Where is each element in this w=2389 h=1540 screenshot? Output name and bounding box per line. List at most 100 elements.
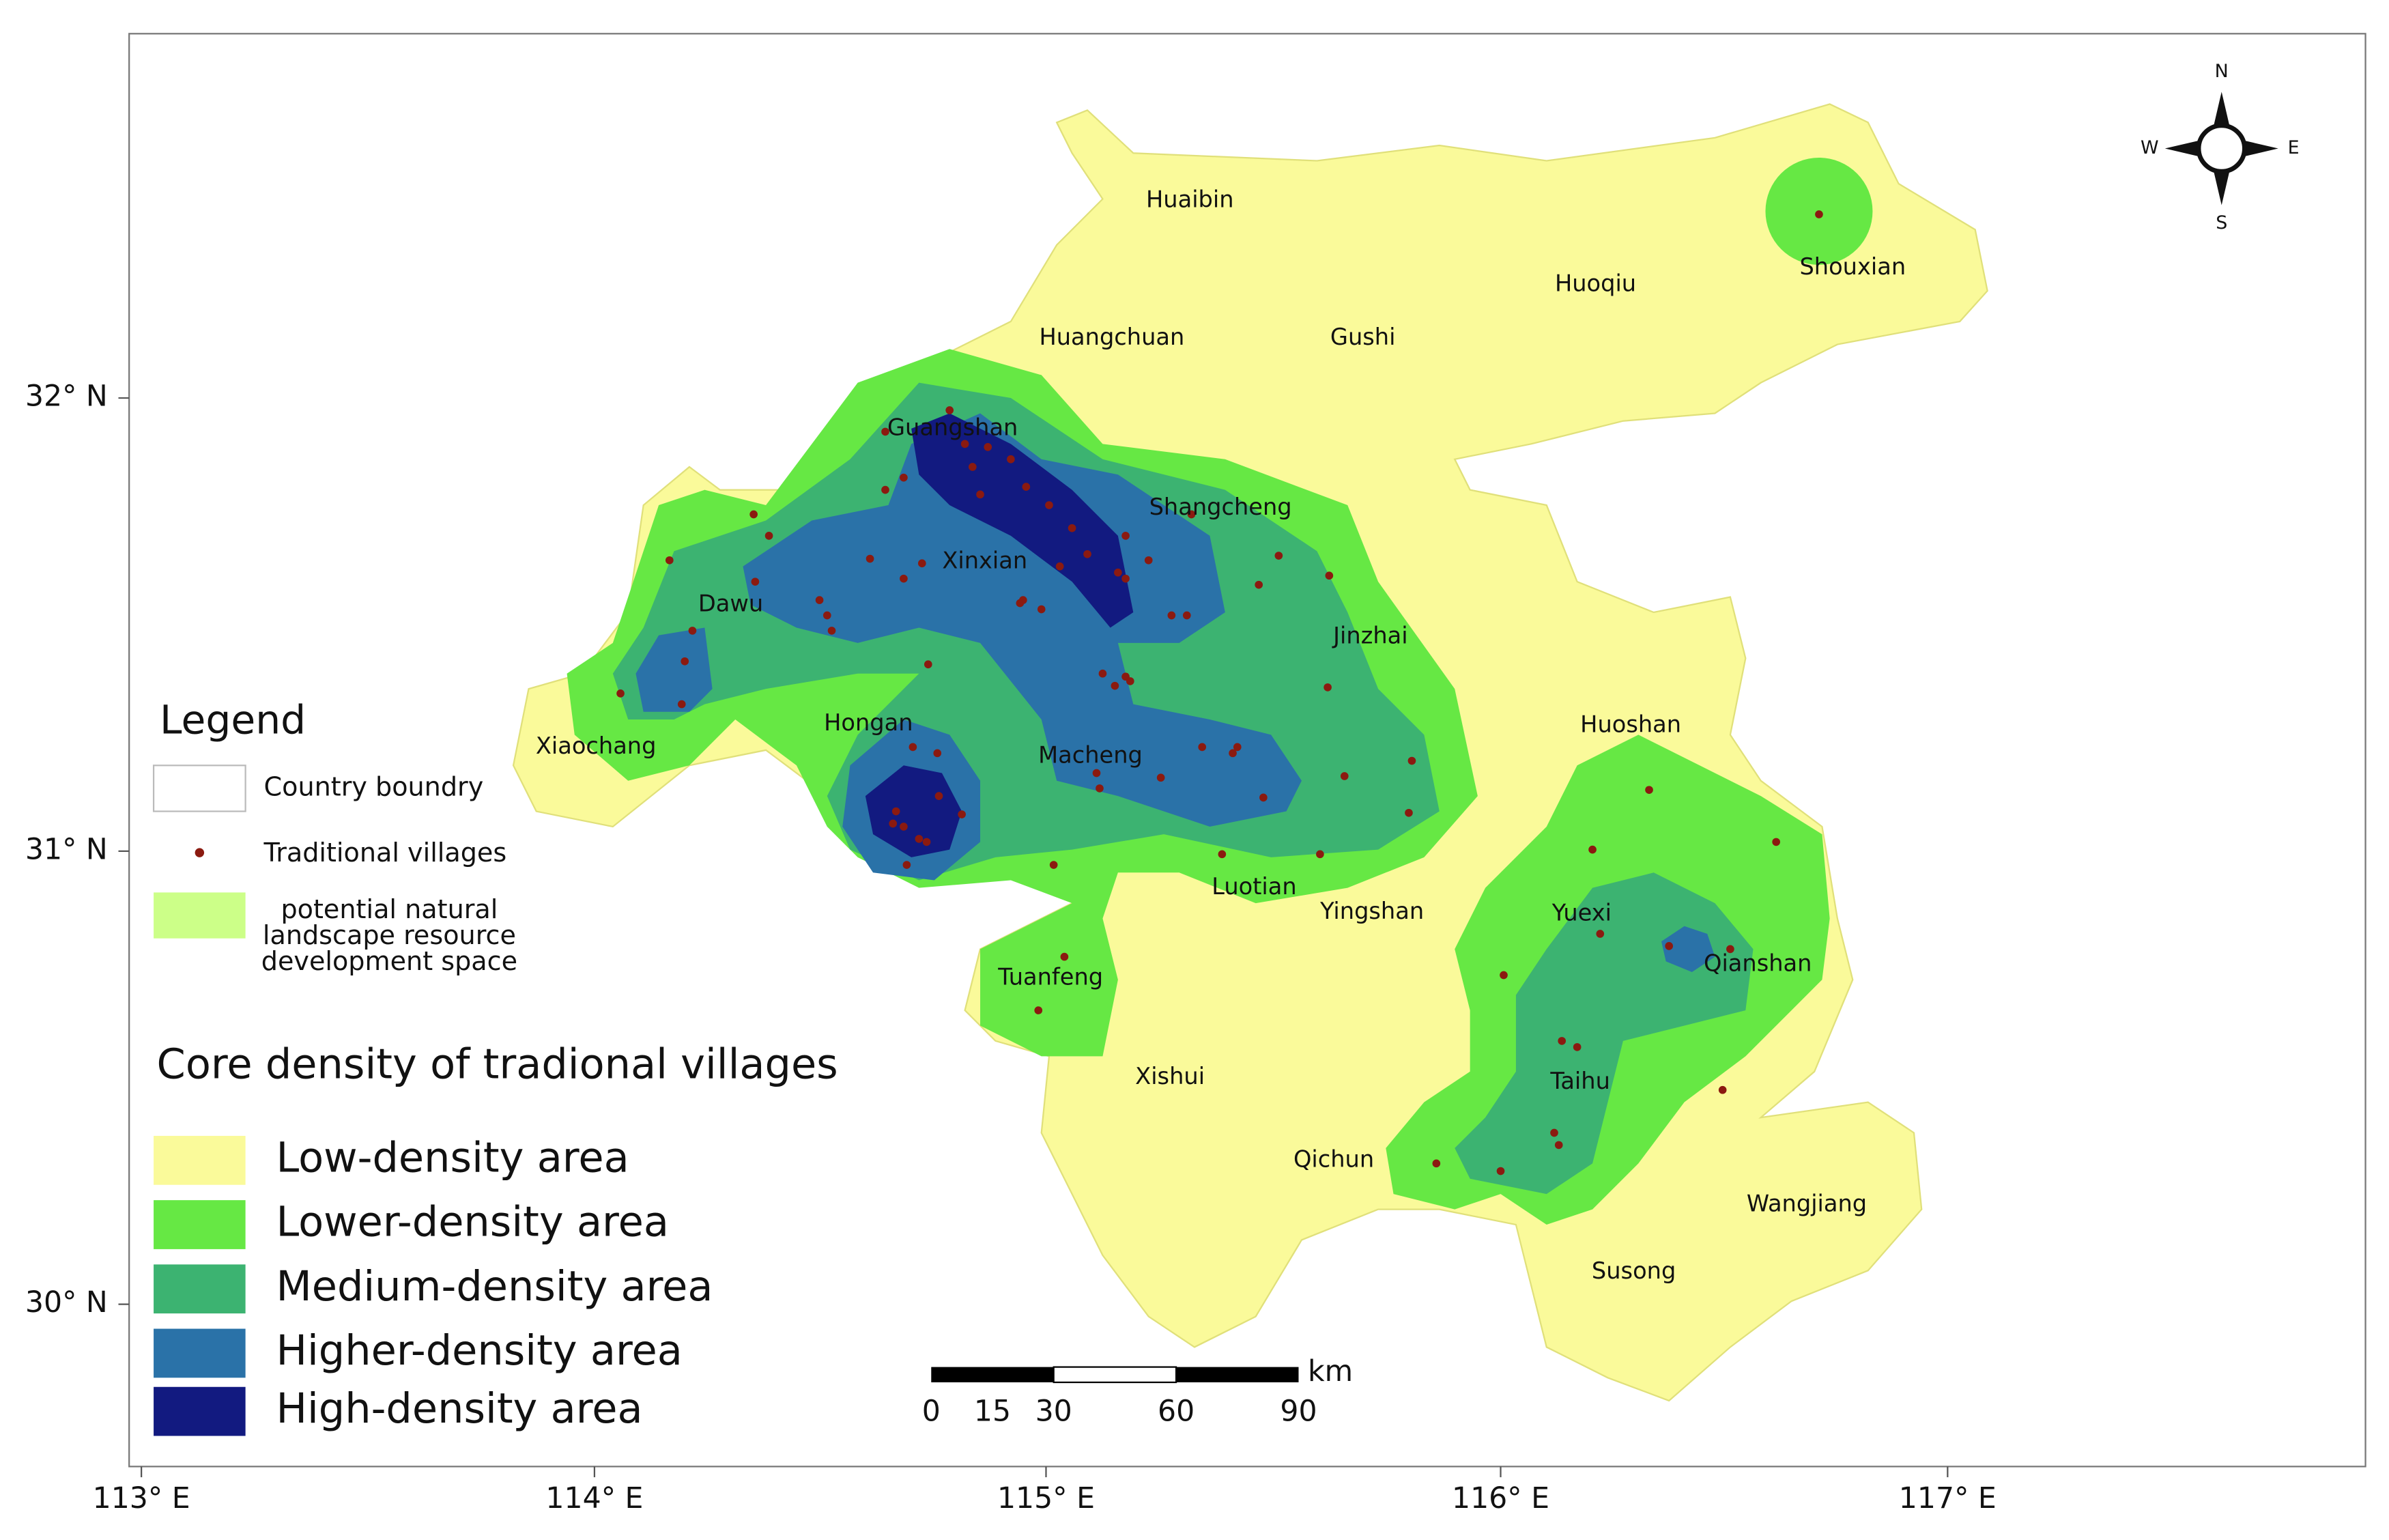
place-labels: Huaibin Huangchuan Gushi Huoqiu Shouxian Guan… (536, 186, 1906, 1284)
village-point (665, 556, 674, 565)
village-point (1229, 749, 1237, 758)
scale-label: 90 (1280, 1394, 1317, 1428)
village-point (1092, 769, 1101, 778)
village-point (1325, 571, 1334, 580)
higher-density-region (635, 627, 713, 712)
village-point (1324, 683, 1332, 691)
compass-south: S (2216, 212, 2227, 233)
village-point (1588, 845, 1597, 854)
legend: Legend Country boundry Traditional villa… (152, 697, 838, 1436)
village-point (900, 823, 908, 831)
village-point (1496, 1167, 1505, 1175)
compass: N S W E (2141, 61, 2300, 233)
place-label: Huoshan (1580, 711, 1681, 737)
lon-label: 117° E (1899, 1481, 1997, 1515)
place-label: Macheng (1038, 741, 1143, 768)
place-label: Luotian (1212, 873, 1296, 900)
village-point (1218, 850, 1227, 859)
village-point (891, 807, 900, 816)
village-point (1121, 574, 1130, 583)
place-label: Shouxian (1799, 253, 1906, 280)
legend-label: High-density area (276, 1385, 642, 1433)
village-point (881, 485, 889, 494)
lon-label: 113° E (93, 1481, 190, 1515)
village-point (1045, 501, 1053, 509)
legend-label: landscape resource (263, 920, 516, 950)
lat-label: 30° N (25, 1285, 108, 1320)
place-label: Susong (1592, 1257, 1676, 1284)
village-point (1665, 942, 1674, 950)
place-label: Qianshan (1704, 950, 1812, 976)
village-point (681, 657, 689, 666)
village-point (1405, 808, 1413, 817)
village-point (945, 406, 954, 414)
village-point (1259, 793, 1268, 802)
legend-swatch (152, 765, 246, 812)
village-point (922, 838, 931, 846)
legend-label: development space (261, 946, 517, 976)
legend-label: Medium-density area (276, 1263, 713, 1311)
place-label: Xishui (1135, 1063, 1205, 1089)
legend-label: Country boundry (264, 771, 484, 801)
legend-swatch (154, 1264, 246, 1314)
village-point (1022, 483, 1031, 491)
legend-swatch (154, 892, 246, 939)
village-point (1432, 1159, 1441, 1168)
place-label: Xinxian (942, 547, 1027, 574)
village-point (827, 627, 836, 635)
village-point (1198, 743, 1207, 752)
village-point (934, 792, 943, 800)
compass-ring (2196, 123, 2247, 174)
village-point (1596, 930, 1605, 938)
higher-density-region (1661, 926, 1715, 973)
place-label: Xiaochang (536, 732, 657, 759)
village-point (1274, 552, 1283, 560)
village-point (1772, 838, 1780, 846)
village-point (960, 440, 969, 448)
village-point (881, 427, 889, 436)
lon-label: 115° E (997, 1481, 1095, 1515)
village-point (1096, 784, 1104, 793)
place-label: Wangjiang (1747, 1190, 1867, 1216)
village-point (822, 611, 831, 620)
village-point (1233, 743, 1242, 752)
village-point (976, 490, 984, 499)
village-point (1558, 1037, 1567, 1045)
village-point (933, 749, 942, 758)
village-point (688, 627, 697, 635)
higher-density-region (743, 413, 1302, 827)
village-point (1500, 971, 1508, 980)
village-point (1167, 611, 1176, 620)
place-label: Huoqiu (1555, 270, 1636, 297)
scale-label: 30 (1035, 1394, 1072, 1428)
village-point (1068, 524, 1076, 532)
village-point (917, 559, 926, 568)
scale-unit: km (1308, 1354, 1353, 1388)
scale-label: 15 (974, 1394, 1011, 1428)
village-point (1718, 1085, 1727, 1094)
legend-label: potential natural (281, 894, 498, 924)
village-point (1083, 550, 1091, 558)
compass-north: N (2215, 61, 2229, 82)
legend-swatch (154, 1200, 246, 1249)
village-point (1407, 756, 1416, 765)
legend-swatch (154, 1386, 246, 1436)
place-label: Hongan (824, 709, 913, 736)
legend-subtitle: Core density of tradional villages (157, 1041, 838, 1089)
village-point (1126, 677, 1134, 685)
legend-label: Traditional villages (263, 838, 507, 868)
village-point (1121, 532, 1130, 540)
legend-label: Higher-density area (276, 1327, 682, 1375)
scale-label: 0 (922, 1394, 941, 1428)
place-label: Gushi (1330, 324, 1396, 350)
village-point (1316, 850, 1324, 859)
legend-label: Low-density area (276, 1134, 629, 1182)
place-label: Dawu (698, 590, 763, 616)
compass-east: E (2288, 137, 2300, 158)
village-point (815, 596, 824, 604)
density-legend: Low-density area Lower-density area Medium… (154, 1134, 713, 1436)
legend-label: Lower-density area (276, 1199, 668, 1246)
village-point (915, 835, 924, 843)
legend-swatch (154, 1135, 246, 1185)
